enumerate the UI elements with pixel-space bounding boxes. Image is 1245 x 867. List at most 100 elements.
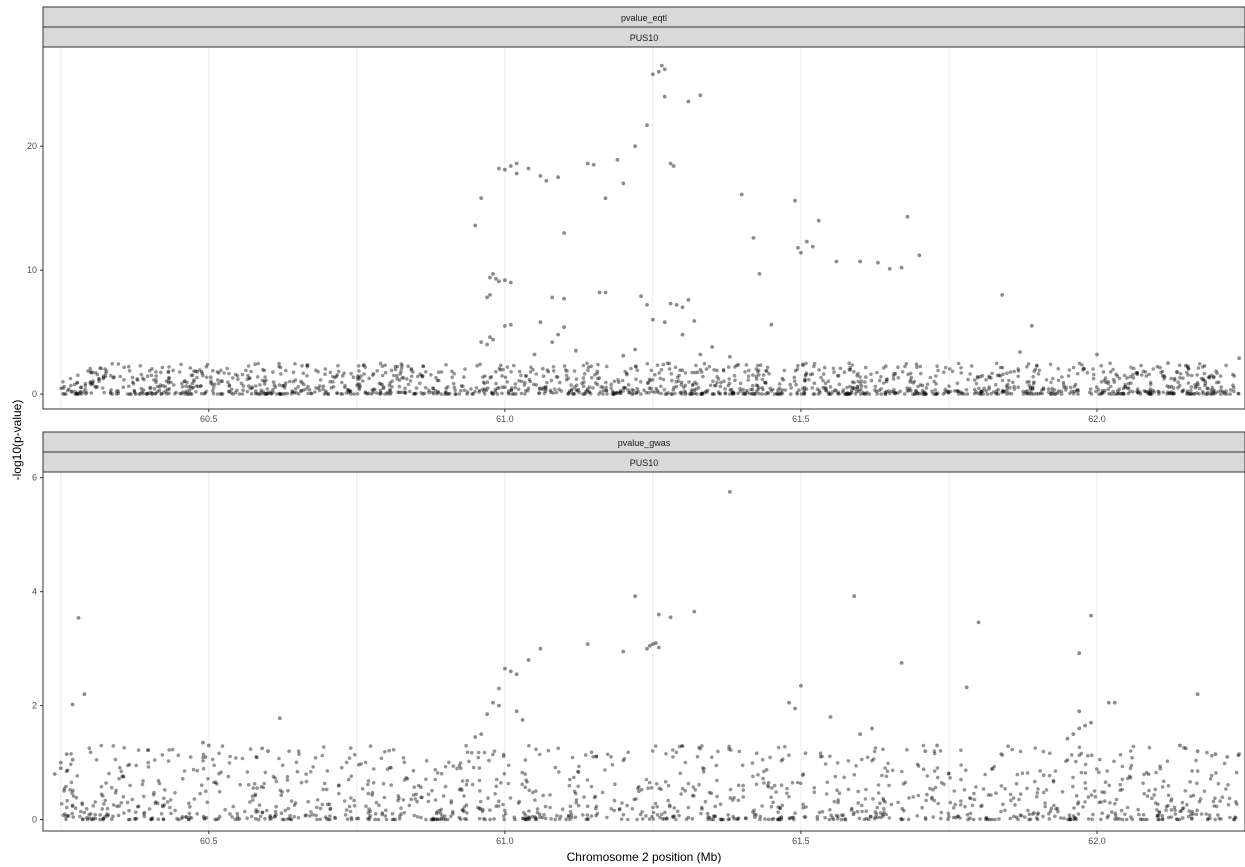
data-point bbox=[591, 386, 595, 390]
data-point bbox=[711, 392, 715, 396]
data-point bbox=[197, 368, 202, 372]
data-point bbox=[1008, 386, 1012, 390]
data-point bbox=[441, 794, 446, 798]
data-point bbox=[1206, 817, 1210, 821]
data-point bbox=[1071, 391, 1076, 396]
data-point bbox=[965, 392, 970, 396]
data-point bbox=[877, 388, 881, 393]
data-point bbox=[1109, 810, 1114, 814]
data-point bbox=[741, 788, 746, 792]
data-point bbox=[145, 392, 150, 396]
data-point bbox=[418, 372, 423, 377]
data-point bbox=[1157, 810, 1162, 814]
data-point bbox=[1114, 814, 1118, 818]
data-point bbox=[541, 366, 545, 371]
data-point bbox=[1001, 389, 1006, 394]
data-point bbox=[1000, 753, 1005, 757]
data-point bbox=[634, 797, 638, 801]
data-point bbox=[292, 814, 297, 819]
data-point bbox=[385, 392, 390, 396]
data-point bbox=[1102, 390, 1106, 395]
data-point bbox=[635, 386, 639, 391]
data-point bbox=[686, 298, 691, 302]
data-point bbox=[831, 366, 836, 371]
data-point bbox=[1211, 799, 1216, 804]
data-point bbox=[572, 789, 577, 794]
data-point bbox=[938, 749, 943, 753]
data-point bbox=[1139, 363, 1143, 368]
data-point bbox=[126, 364, 131, 369]
data-point bbox=[1072, 817, 1076, 822]
data-point bbox=[501, 814, 506, 818]
data-point bbox=[674, 384, 679, 389]
data-point bbox=[896, 391, 900, 395]
data-point bbox=[1006, 744, 1010, 748]
data-point bbox=[418, 381, 422, 386]
data-point bbox=[955, 389, 960, 393]
data-point bbox=[735, 363, 739, 368]
data-point bbox=[1167, 391, 1172, 396]
data-point bbox=[497, 166, 501, 171]
data-point bbox=[647, 817, 652, 821]
data-point bbox=[159, 391, 164, 396]
data-point bbox=[862, 392, 866, 396]
data-point bbox=[1068, 817, 1073, 822]
data-point bbox=[1203, 379, 1207, 383]
data-point bbox=[245, 389, 250, 394]
data-point bbox=[923, 392, 928, 396]
data-point bbox=[847, 361, 851, 366]
data-point bbox=[296, 749, 301, 753]
data-point bbox=[215, 782, 219, 786]
data-point bbox=[827, 392, 832, 396]
data-point bbox=[337, 791, 341, 796]
data-point bbox=[612, 392, 616, 396]
data-point bbox=[1179, 809, 1184, 813]
data-point bbox=[823, 385, 827, 390]
data-point bbox=[379, 756, 384, 760]
data-point bbox=[908, 378, 913, 382]
data-point bbox=[488, 808, 492, 812]
data-point bbox=[120, 774, 124, 779]
data-point bbox=[604, 388, 609, 393]
data-point bbox=[1228, 388, 1233, 392]
data-point bbox=[655, 813, 660, 817]
data-point bbox=[915, 365, 919, 370]
data-point bbox=[180, 381, 184, 386]
data-point bbox=[99, 743, 104, 748]
data-point bbox=[959, 777, 963, 782]
data-point bbox=[1065, 736, 1070, 741]
data-point bbox=[1186, 814, 1191, 819]
data-point bbox=[301, 371, 306, 376]
data-point bbox=[802, 391, 807, 396]
data-point bbox=[408, 389, 412, 394]
data-point bbox=[527, 817, 532, 822]
data-point bbox=[167, 391, 171, 396]
data-point bbox=[1202, 789, 1207, 793]
data-point bbox=[990, 371, 994, 376]
data-point bbox=[335, 391, 339, 395]
data-point bbox=[1160, 373, 1165, 378]
data-point bbox=[70, 804, 75, 809]
data-point bbox=[636, 389, 640, 394]
data-point bbox=[931, 392, 936, 396]
data-point bbox=[482, 392, 487, 396]
data-point bbox=[320, 802, 325, 807]
data-point bbox=[923, 749, 928, 754]
data-point bbox=[876, 815, 880, 820]
data-point bbox=[962, 392, 966, 396]
data-point bbox=[355, 392, 360, 396]
data-point bbox=[1085, 371, 1090, 375]
data-point bbox=[552, 369, 556, 373]
data-point bbox=[707, 364, 712, 369]
data-point bbox=[652, 390, 657, 395]
data-point bbox=[906, 817, 911, 822]
data-point bbox=[396, 390, 400, 395]
data-point bbox=[186, 392, 190, 396]
data-point bbox=[881, 798, 886, 803]
data-point bbox=[503, 167, 507, 172]
data-point bbox=[215, 392, 220, 396]
data-point bbox=[383, 363, 388, 368]
data-point bbox=[391, 747, 396, 752]
data-point bbox=[951, 815, 956, 820]
data-point bbox=[832, 799, 837, 804]
